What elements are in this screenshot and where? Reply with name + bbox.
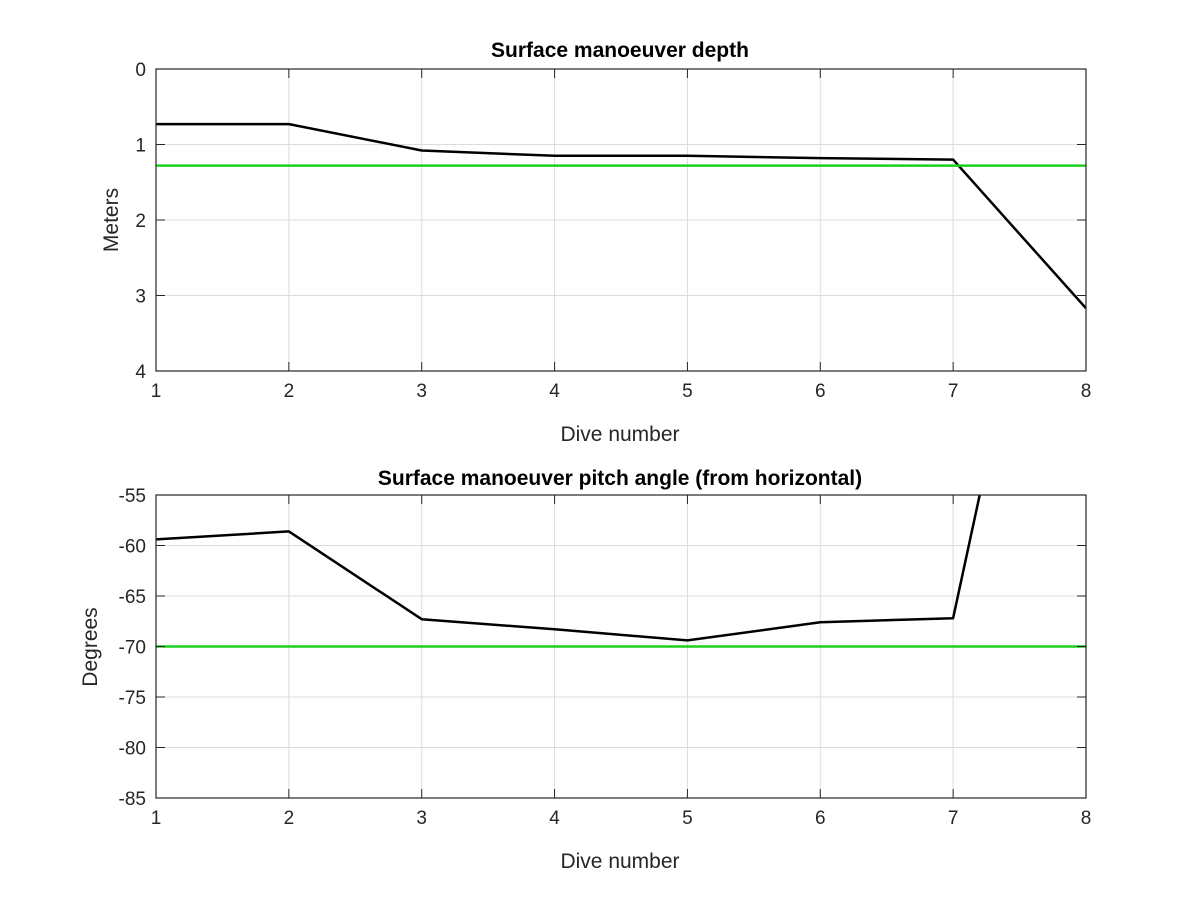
pitch-x-tick-label: 8 [1081,808,1092,829]
depth-x-tick-label: 3 [416,381,427,402]
depth-x-tick-label: 1 [151,381,162,402]
pitch-x-tick-label: 7 [948,808,959,829]
depth-x-tick-label: 7 [948,381,959,402]
depth-subplot: Surface manoeuver depth Dive number Mete… [100,39,1091,446]
pitch-y-tick-label: -80 [119,739,146,760]
pitch-y-tick-label: -60 [119,537,146,558]
pitch-x-tick-label: 6 [815,808,826,829]
pitch-x-tick-label: 2 [284,808,295,829]
pitch-x-tick-label: 5 [682,808,693,829]
pitch-chart-title: Surface manoeuver pitch angle (from hori… [378,467,862,490]
depth-x-tick-label: 8 [1081,381,1092,402]
depth-x-tick-label: 2 [284,381,295,402]
pitch-x-axis-label: Dive number [560,850,679,873]
depth-x-tick-label: 4 [549,381,560,402]
pitch-x-tick-label: 1 [151,808,162,829]
pitch-x-tick-label: 3 [416,808,427,829]
depth-chart-title: Surface manoeuver depth [491,39,749,62]
pitch-subplot: Surface manoeuver pitch angle (from hori… [79,467,1091,873]
pitch-y-tick-label: -55 [119,486,146,507]
depth-y-tick-label: 3 [135,287,146,308]
pitch-x-tick-label: 4 [549,808,560,829]
pitch-y-tick-label: -85 [119,789,146,810]
depth-data-line [156,122,1086,310]
pitch-data-line [156,495,981,642]
pitch-y-axis-label: Degrees [79,607,102,686]
depth-x-tick-label: 6 [815,381,826,402]
depth-x-axis-label: Dive number [560,423,679,446]
depth-y-tick-label: 4 [135,362,146,383]
depth-y-axis-label: Meters [100,188,123,252]
depth-y-tick-label: 1 [135,136,146,157]
depth-x-tick-label: 5 [682,381,693,402]
pitch-y-tick-label: -65 [119,587,146,608]
pitch-y-tick-label: -75 [119,688,146,709]
pitch-y-tick-label: -70 [119,638,146,659]
depth-y-tick-label: 2 [135,211,146,232]
depth-y-tick-label: 0 [135,60,146,81]
